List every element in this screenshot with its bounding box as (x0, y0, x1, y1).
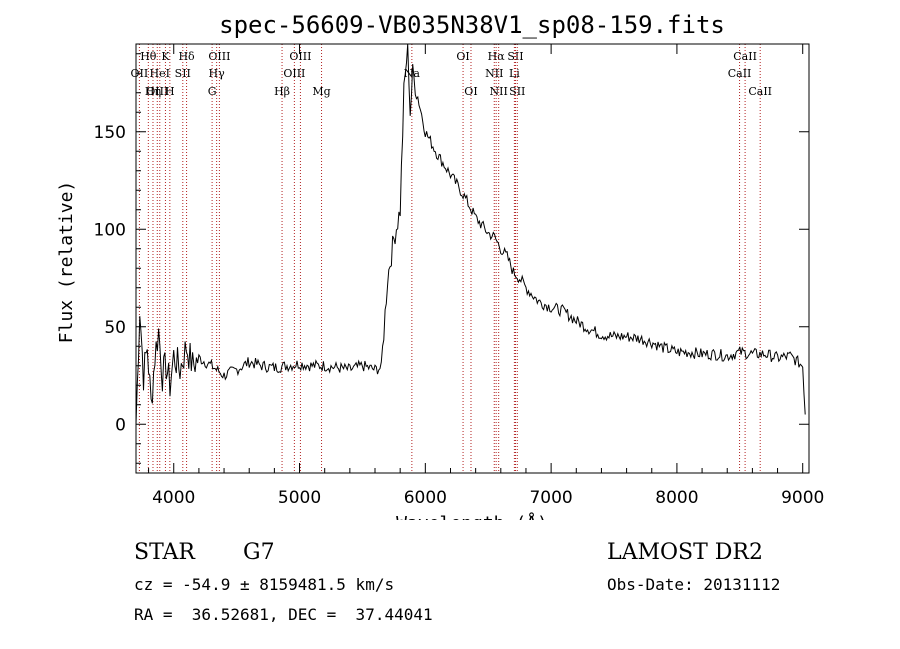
y-tick-label-3: 150 (94, 123, 126, 143)
object-subclass: G7 (243, 540, 275, 565)
x-tick-label-1: 5000 (278, 488, 321, 508)
x-axis: 4000 5000 6000 7000 8000 9000 (148, 44, 824, 508)
survey-label: LAMOST DR2 (607, 540, 763, 565)
object-class: STAR (134, 540, 195, 565)
y-axis: 0 50 100 150 (94, 53, 809, 464)
marker-label-9: OIII (208, 50, 230, 63)
marker-label-22: SII (507, 50, 523, 63)
marker-label-17: OI (456, 50, 469, 63)
marker-label-19: Hα (488, 50, 506, 63)
coordinates-readout: RA = 36.52681, DEC = 37.44041 (134, 605, 433, 624)
marker-label-18: OI (464, 85, 477, 98)
marker-label-27: CaII (748, 85, 772, 98)
chart-title: spec-56609-VB035N38V1_sp08-159.fits (219, 11, 725, 39)
marker-label-4: Hη (145, 85, 161, 98)
y-tick-label-2: 100 (94, 220, 126, 240)
x-tick-label-2: 6000 (404, 488, 447, 508)
y-tick-label-0: 0 (115, 415, 126, 435)
x-tick-label-5: 9000 (781, 488, 824, 508)
marker-label-26: CaII (728, 67, 752, 80)
x-tick-label-0: 4000 (152, 488, 195, 508)
marker-label-5: K (161, 50, 170, 63)
y-axis-label: Flux (relative) (56, 181, 77, 344)
marker-label-15: Mg (312, 85, 330, 98)
obs-date: Obs-Date: 20131112 (607, 575, 781, 594)
marker-label-20: NII (485, 67, 503, 80)
marker-label-3: HeI (150, 67, 170, 80)
marker-label-0: Hθ (140, 50, 157, 63)
spectrum-line (135, 43, 806, 425)
x-tick-label-3: 7000 (529, 488, 572, 508)
marker-label-2: OIII (146, 85, 168, 98)
marker-label-6: H (165, 85, 175, 98)
marker-label-14: OIII (283, 67, 305, 80)
marker-label-24: SII (509, 85, 525, 98)
marker-label-11: G (208, 85, 217, 98)
marker-label-23: Li (509, 67, 520, 80)
marker-label-10: Hγ (209, 67, 226, 80)
marker-label-7: Hδ (178, 50, 195, 63)
x-tick-label-4: 8000 (655, 488, 698, 508)
marker-label-25: CaII (733, 50, 757, 63)
x-axis-label: Wavelength (Å) (396, 512, 548, 520)
marker-label-21: NII (490, 85, 508, 98)
marker-label-13: OIII (289, 50, 311, 63)
marker-label-12: Hβ (274, 85, 290, 98)
spectrum-chart: spec-56609-VB035N38V1_sp08-159.fits Hθ OI… (56, 11, 824, 520)
redshift-readout: cz = -54.9 ± 8159481.5 km/s (134, 575, 395, 594)
plot-frame (135, 43, 810, 474)
y-tick-label-1: 50 (104, 318, 126, 338)
marker-label-8: SII (175, 67, 191, 80)
